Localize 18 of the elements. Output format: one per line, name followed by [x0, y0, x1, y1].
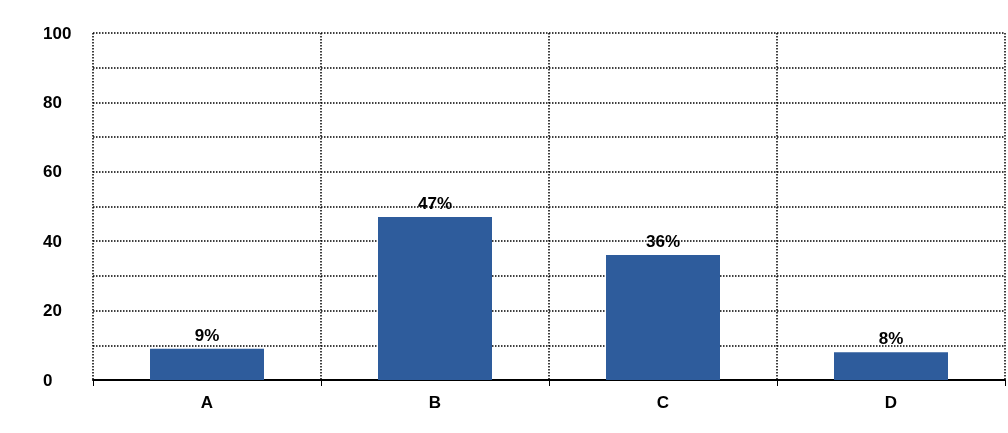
data-label: 9%	[194, 325, 220, 345]
bar	[606, 255, 720, 380]
y-tick-label: 80	[43, 92, 62, 112]
bar	[378, 216, 492, 380]
y-tick-label: 40	[43, 231, 62, 251]
y-tick-label: 60	[43, 162, 62, 182]
x-tick-label: B	[428, 393, 442, 412]
y-tick-label: 20	[43, 301, 62, 321]
data-label: 8%	[878, 329, 904, 349]
x-tick-label: A	[200, 393, 214, 412]
data-label: 36%	[645, 232, 681, 252]
y-tick-label: 100	[43, 23, 72, 43]
bar	[150, 348, 264, 380]
y-tick-label: 0	[43, 370, 53, 390]
data-label: 47%	[417, 193, 453, 213]
x-tick-label: D	[884, 393, 898, 412]
x-tick-label: C	[656, 393, 670, 412]
bar	[834, 352, 948, 380]
